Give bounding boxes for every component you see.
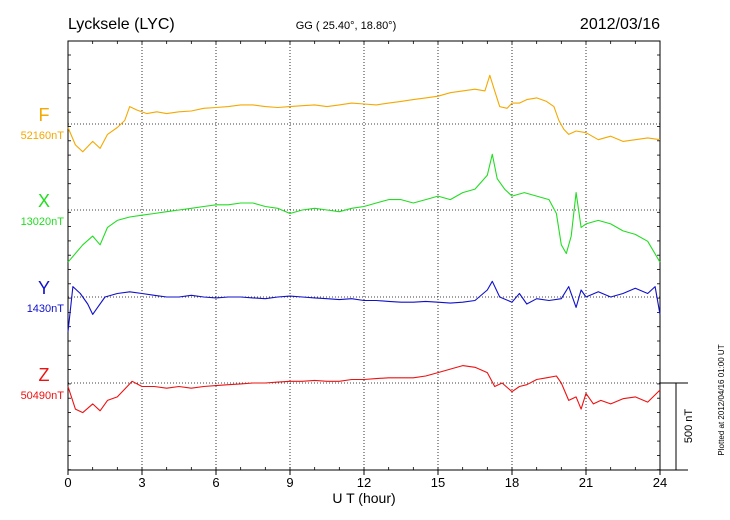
series-group — [67, 74, 661, 414]
series-baseline-y: 1430nT — [27, 303, 65, 315]
x-tick-label: 9 — [286, 475, 293, 490]
series-line-z — [67, 365, 661, 414]
x-tick-label: 12 — [357, 475, 371, 490]
x-axis-ticks: 0 3 6 9 12 15 18 21 24 — [64, 41, 667, 490]
series-name-y: Y — [38, 278, 50, 298]
series-name-x: X — [38, 191, 50, 211]
station-coordinates: GG ( 25.40°, 18.80°) — [296, 20, 397, 32]
plotted-at-note: Plotted at 2012/04/16 01:00 UT — [717, 344, 726, 455]
series-labels: F 52160nT X 13020nT Y 1430nT Z 50490nT — [21, 105, 65, 402]
series-line-f — [67, 74, 661, 153]
scale-bar: 500 nT — [660, 382, 695, 471]
scale-bar-label: 500 nT — [683, 409, 695, 444]
series-baseline-f: 52160nT — [21, 130, 65, 142]
x-tick-label: 18 — [505, 475, 519, 490]
station-title: Lycksele (LYC) — [68, 16, 175, 33]
x-tick-label: 15 — [431, 475, 445, 490]
x-tick-label: 24 — [653, 475, 667, 490]
series-line-y — [67, 280, 661, 332]
series-baseline-x: 13020nT — [21, 216, 65, 228]
x-tick-label: 0 — [64, 475, 71, 490]
x-tick-label: 21 — [579, 475, 593, 490]
date-label: 2012/03/16 — [580, 16, 660, 33]
grid-lines — [68, 41, 660, 470]
plot-frame — [67, 40, 661, 471]
x-tick-label: 3 — [138, 475, 145, 490]
series-name-z: Z — [39, 365, 50, 385]
x-axis-title: U T (hour) — [332, 490, 395, 506]
series-line-x — [67, 153, 661, 263]
series-baseline-z: 50490nT — [21, 390, 65, 402]
series-name-f: F — [39, 105, 50, 125]
x-tick-label: 6 — [212, 475, 219, 490]
